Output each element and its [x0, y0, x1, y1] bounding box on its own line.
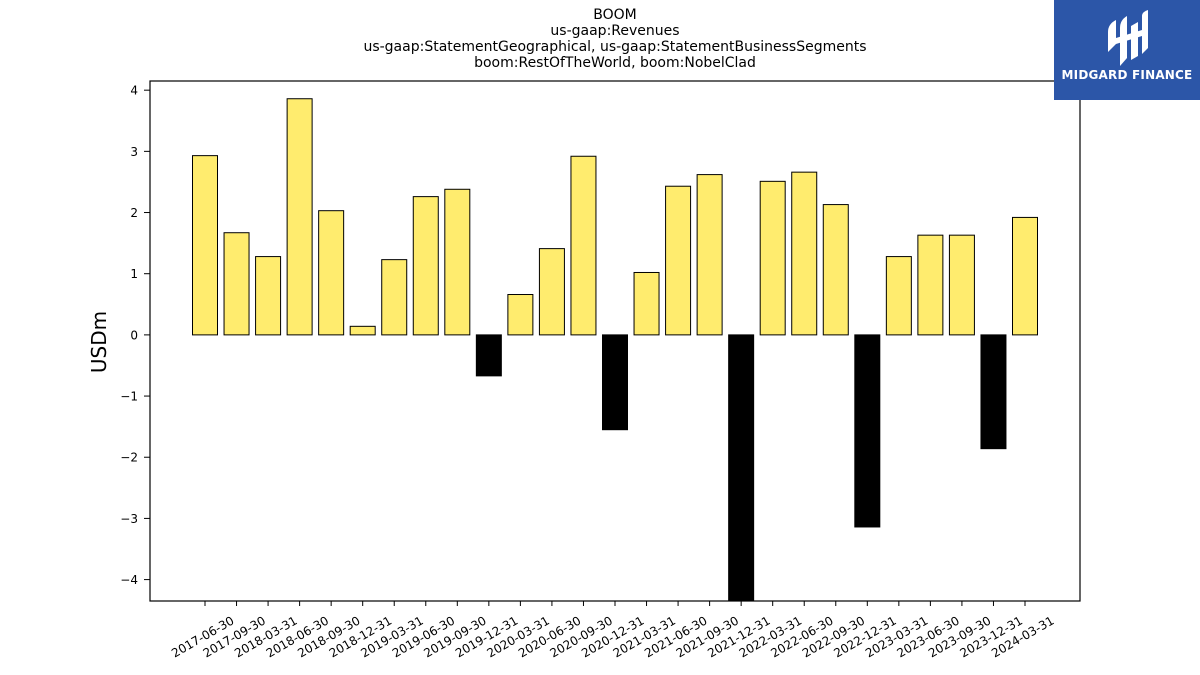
chart-subtitle-members: boom:RestOfTheWorld, boom:NobelClad [474, 55, 756, 71]
y-tick-label: 0 [130, 328, 138, 342]
y-tick-label: −2 [120, 451, 138, 465]
bar-2021-06-30 [665, 185, 692, 336]
y-axis-label: USDm [87, 311, 111, 373]
bar-2020-09-30 [570, 155, 597, 336]
bar-2017-06-30 [192, 155, 218, 336]
bar-2019-06-30 [412, 196, 439, 336]
bar-2022-06-30 [791, 171, 818, 336]
bar-2023-09-30 [948, 234, 975, 336]
bar-2019-12-31 [475, 334, 502, 377]
bar-2018-12-31 [349, 325, 376, 336]
y-tick-label: −3 [120, 512, 138, 526]
bar-2022-03-31 [759, 180, 786, 336]
y-tick-label: 1 [130, 267, 138, 281]
y-tick-label: −4 [120, 573, 138, 587]
bar-2022-12-31 [854, 334, 881, 528]
y-tick-label: 3 [130, 145, 138, 159]
midgard-finance-logo: MIDGARD FINANCE [1054, 0, 1200, 100]
logo-wordmark: MIDGARD FINANCE [1061, 68, 1193, 82]
chart-title: BOOM [593, 7, 637, 23]
bar-2018-09-30 [318, 210, 345, 336]
y-tick-label: 2 [130, 206, 138, 220]
bar-2023-12-31 [980, 334, 1007, 450]
bar-2023-03-31 [885, 256, 912, 336]
bar-2018-06-30 [286, 98, 313, 336]
y-tick-label: 4 [130, 84, 138, 98]
bar-2022-09-30 [822, 204, 849, 336]
bar-2019-09-30 [444, 188, 471, 336]
bar-2023-06-30 [917, 234, 944, 336]
chart-subtitle-concept: us-gaap:Revenues [550, 23, 680, 39]
bar-2021-03-31 [633, 271, 660, 336]
bar-2018-03-31 [255, 256, 282, 336]
bar-2020-12-31 [602, 334, 628, 431]
midgard-logo-icon [1108, 10, 1148, 66]
bar-2017-09-30 [223, 232, 250, 336]
bar-2024-03-31 [1012, 216, 1038, 336]
chart-subtitle-axes: us-gaap:StatementGeographical, us-gaap:S… [363, 39, 867, 55]
bar-2020-03-31 [507, 294, 534, 336]
plot-frame [149, 80, 1081, 602]
bar-2021-09-30 [696, 174, 723, 336]
y-tick-label: −1 [120, 390, 138, 404]
bar-2020-06-30 [538, 248, 565, 336]
bar-2021-12-31 [728, 334, 755, 602]
bar-2019-03-31 [381, 259, 408, 336]
